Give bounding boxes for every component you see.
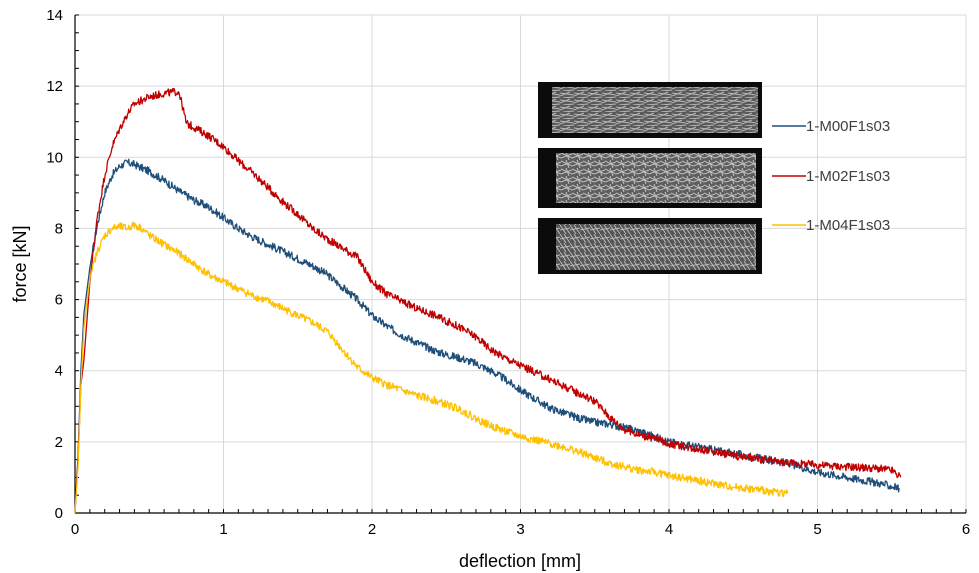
legend-entry: 1-M04F1s03	[772, 217, 890, 234]
x-tick-label: 1	[219, 521, 227, 538]
x-tick-label: 2	[368, 521, 376, 538]
y-tick-label: 8	[55, 220, 63, 237]
y-tick-label: 2	[55, 434, 63, 451]
x-tick-label: 3	[516, 521, 524, 538]
y-tick-label: 14	[46, 7, 63, 24]
specimen-images	[538, 82, 762, 274]
series-lines	[74, 88, 902, 514]
series-line-1-M02F1s03	[74, 88, 902, 514]
legend: 1-M00F1s03 1-M02F1s03 1-M04F1s03	[772, 118, 890, 234]
specimen-image-m02	[538, 148, 762, 208]
legend-label: 1-M04F1s03	[806, 217, 890, 234]
specimen-image-m00	[538, 82, 762, 138]
x-tick-label: 0	[71, 521, 79, 538]
series-line-1-M04F1s03	[74, 221, 789, 514]
x-tick-label: 6	[962, 521, 970, 538]
legend-label: 1-M02F1s03	[806, 168, 890, 185]
x-tick-label: 5	[813, 521, 821, 538]
axes	[74, 14, 967, 514]
x-axis-title: deflection [mm]	[459, 551, 581, 571]
legend-entry: 1-M02F1s03	[772, 168, 890, 185]
y-tick-label: 4	[55, 363, 63, 380]
specimen-image-m04	[538, 218, 762, 274]
y-tick-label: 12	[46, 78, 63, 95]
gridlines	[75, 14, 967, 513]
legend-entry: 1-M00F1s03	[772, 118, 890, 135]
y-tick-label: 0	[55, 505, 63, 522]
y-axis-title: force [kN]	[10, 225, 30, 302]
legend-label: 1-M00F1s03	[806, 118, 890, 135]
x-tick-label: 4	[665, 521, 673, 538]
y-tick-label: 6	[55, 292, 63, 309]
y-tick-label: 10	[46, 149, 63, 166]
